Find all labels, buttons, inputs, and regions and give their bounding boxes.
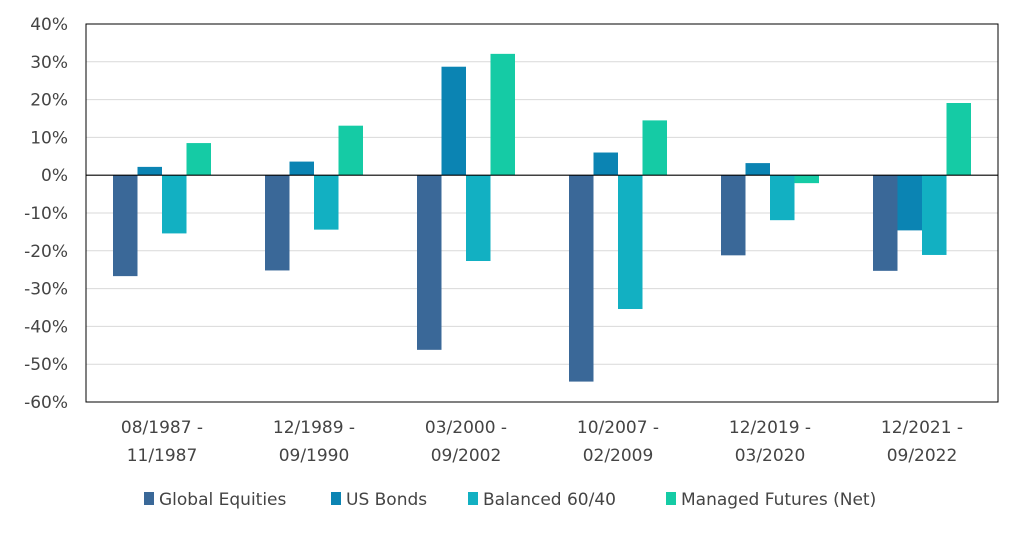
x-category-label: 12/2021 - [881, 418, 963, 438]
bar-us-bonds-3 [441, 66, 466, 176]
x-category-label: 03/2020 [735, 446, 806, 466]
axis-layer: -60% -50% -40% -30% -20% -10% 0% 10% 20% 30% 40% 08… [24, 15, 999, 466]
x-category-label: 09/2002 [431, 446, 502, 466]
bars-layer [113, 53, 971, 382]
bar-global-equities-6 [873, 175, 898, 271]
y-tick-label: 10% [30, 128, 68, 148]
y-tick-label: 20% [30, 91, 68, 111]
y-tick-label: -40% [24, 317, 68, 337]
bar-balanced-60-40-1 [162, 175, 187, 234]
y-tick-label: -50% [24, 355, 68, 375]
bar-balanced-60-40-3 [466, 175, 491, 262]
y-tick-label: 40% [30, 15, 68, 35]
bar-managed-futures-net-6 [946, 103, 971, 176]
bar-global-equities-2 [265, 175, 290, 271]
bar-global-equities-4 [569, 175, 594, 382]
grid-layer [86, 23, 998, 403]
legend-swatch [331, 492, 341, 505]
bar-us-bonds-1 [137, 166, 162, 176]
plot-area-border [85, 23, 999, 403]
legend-swatch [666, 492, 676, 505]
legend-swatch [144, 492, 154, 505]
y-tick-label: -20% [24, 242, 68, 262]
x-category-label: 09/2022 [887, 446, 958, 466]
legend-label: Global Equities [159, 490, 287, 510]
bar-us-bonds-4 [593, 152, 618, 176]
bar-us-bonds-6 [897, 175, 922, 231]
y-tick-label: -60% [24, 393, 68, 413]
bar-managed-futures-net-2 [338, 125, 363, 176]
bar-balanced-60-40-2 [314, 175, 339, 230]
bar-global-equities-5 [721, 175, 746, 256]
legend: Global Equities US Bonds Balanced 60/40 Man… [144, 490, 876, 510]
x-category-label: 08/1987 - [121, 418, 203, 438]
bar-balanced-60-40-5 [770, 175, 795, 221]
bar-managed-futures-net-3 [490, 53, 515, 176]
x-category-label: 12/2019 - [729, 418, 811, 438]
y-tick-label: 30% [30, 53, 68, 73]
legend-label: US Bonds [346, 490, 427, 510]
bar-balanced-60-40-4 [618, 175, 643, 310]
bar-global-equities-3 [417, 175, 442, 350]
bar-managed-futures-net-4 [642, 120, 667, 176]
bar-managed-futures-net-5 [794, 175, 819, 184]
bar-us-bonds-5 [745, 163, 770, 176]
y-tick-label: 0% [41, 166, 68, 186]
legend-label: Managed Futures (Net) [681, 490, 876, 510]
x-category-label: 02/2009 [583, 446, 654, 466]
x-category-label: 10/2007 - [577, 418, 659, 438]
x-category-label: 11/1987 [127, 446, 198, 466]
bar-balanced-60-40-6 [922, 175, 947, 255]
x-category-label: 12/1989 - [273, 418, 355, 438]
x-category-label: 09/1990 [279, 446, 350, 466]
x-category-label: 03/2000 - [425, 418, 507, 438]
bar-global-equities-1 [113, 175, 138, 277]
bar-managed-futures-net-1 [186, 143, 211, 176]
bar-us-bonds-2 [289, 161, 314, 176]
legend-swatch [468, 492, 478, 505]
y-tick-label: -30% [24, 280, 68, 300]
legend-label: Balanced 60/40 [483, 490, 616, 510]
y-tick-label: -10% [24, 204, 68, 224]
